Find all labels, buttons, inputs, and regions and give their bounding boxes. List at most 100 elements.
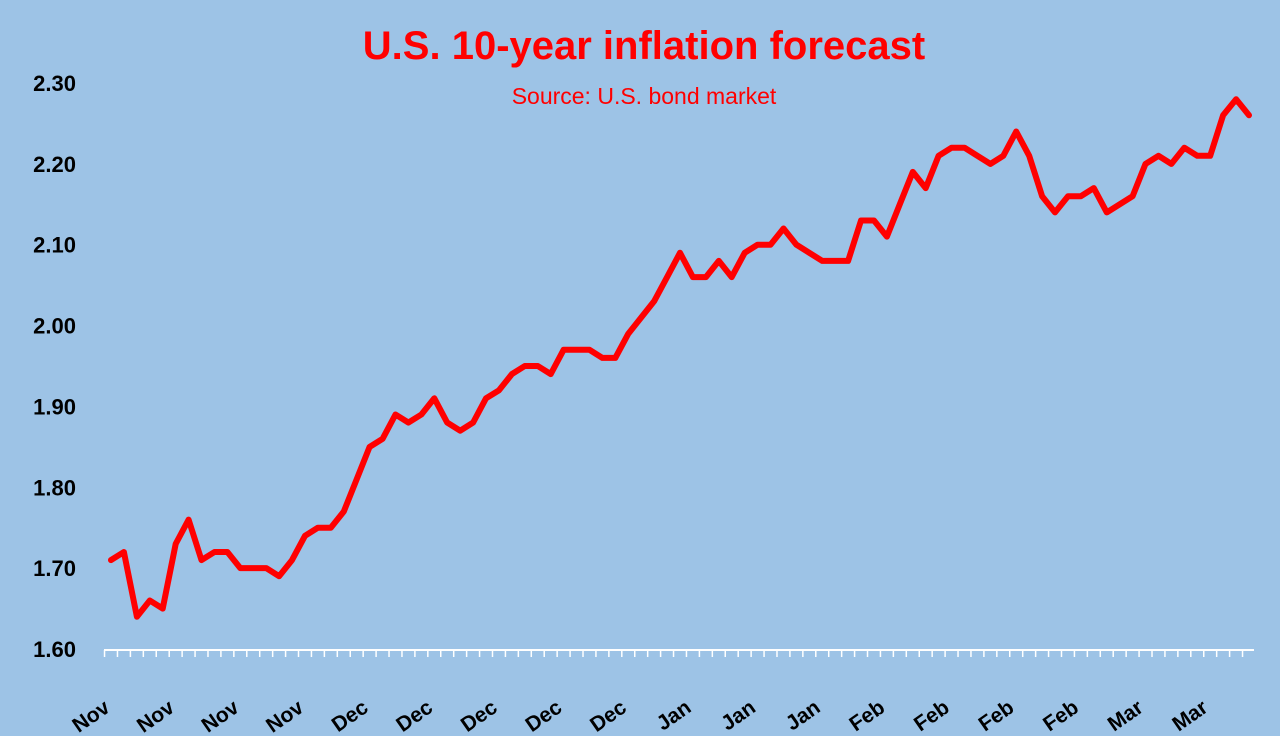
data-point xyxy=(237,565,243,571)
data-point xyxy=(134,614,140,620)
data-point xyxy=(1194,153,1200,159)
data-point xyxy=(457,428,463,434)
data-point xyxy=(1117,201,1123,207)
data-point xyxy=(263,565,269,571)
x-tick-label: Feb xyxy=(975,696,1019,736)
x-tick-label: Feb xyxy=(845,696,889,736)
data-point xyxy=(1233,96,1239,102)
y-tick-label: 2.00 xyxy=(33,314,76,339)
data-point xyxy=(586,347,592,353)
data-point xyxy=(729,274,735,280)
data-point xyxy=(923,185,929,191)
data-point xyxy=(328,525,334,531)
data-point xyxy=(250,565,256,571)
data-point xyxy=(910,169,916,175)
x-tick-label: Dec xyxy=(392,696,437,736)
series-group xyxy=(108,96,1252,620)
data-point xyxy=(962,145,967,151)
data-point xyxy=(768,242,774,248)
x-tick-labels: Nov Nov Nov Nov Dec Dec Dec Dec Dec Jan Jan Jan Feb F… xyxy=(68,696,1212,736)
x-tick-label: Mar xyxy=(1168,696,1212,736)
x-tick-label: Jan xyxy=(782,696,825,736)
data-point xyxy=(677,250,683,256)
data-point xyxy=(599,355,605,361)
data-point xyxy=(173,541,179,547)
x-tick-label: Dec xyxy=(328,696,373,736)
y-tick-label: 1.80 xyxy=(33,475,76,500)
data-point xyxy=(470,420,476,426)
data-point xyxy=(418,412,424,418)
data-point xyxy=(380,436,386,442)
data-point xyxy=(535,363,541,369)
data-point xyxy=(987,161,993,167)
x-tick-label: Nov xyxy=(68,696,114,736)
data-point xyxy=(1078,193,1084,199)
data-point xyxy=(1013,129,1019,135)
data-point xyxy=(315,525,321,531)
y-tick-label: 2.30 xyxy=(33,71,76,96)
data-point xyxy=(561,347,567,353)
data-point xyxy=(845,258,851,264)
data-point xyxy=(147,597,153,603)
series-line xyxy=(108,96,1252,620)
data-point xyxy=(1104,209,1110,215)
x-tick-label: Nov xyxy=(262,696,308,736)
data-point xyxy=(1168,161,1174,167)
data-point xyxy=(1220,112,1226,118)
x-tick-label: Nov xyxy=(133,696,179,736)
data-point xyxy=(858,217,864,223)
data-point xyxy=(1181,145,1187,151)
data-point xyxy=(211,549,217,555)
data-point xyxy=(1155,153,1161,159)
data-point xyxy=(625,331,631,337)
y-tick-label: 2.10 xyxy=(33,233,76,258)
data-point xyxy=(690,274,696,280)
data-point xyxy=(884,234,890,240)
data-point xyxy=(1039,193,1045,199)
data-point xyxy=(1207,153,1213,159)
data-point xyxy=(548,371,554,377)
data-point xyxy=(1143,161,1149,167)
data-point xyxy=(160,606,166,612)
data-point xyxy=(638,314,644,320)
data-point xyxy=(1026,153,1032,159)
y-axis: 1.60 1.70 1.80 1.90 2.00 2.10 2.20 2.30 xyxy=(33,71,76,662)
y-tick-label: 1.60 xyxy=(33,637,76,662)
data-point xyxy=(793,242,799,248)
data-point xyxy=(1065,193,1071,199)
data-point xyxy=(651,298,657,304)
data-point xyxy=(393,412,398,418)
data-point xyxy=(1000,153,1006,159)
data-point xyxy=(289,557,295,563)
data-point xyxy=(871,217,877,223)
x-tick-label: Dec xyxy=(457,696,502,736)
x-tick-label: Jan xyxy=(717,696,760,736)
data-point xyxy=(936,153,942,159)
data-point xyxy=(806,250,812,256)
data-point xyxy=(367,444,373,450)
x-tick-label: Jan xyxy=(653,696,696,736)
x-axis xyxy=(103,649,1254,657)
data-point xyxy=(509,371,515,377)
data-point xyxy=(1246,112,1252,118)
data-point xyxy=(405,420,411,426)
data-point xyxy=(199,557,205,563)
data-point xyxy=(612,355,618,361)
data-point xyxy=(1091,185,1097,191)
data-point xyxy=(949,145,955,151)
data-point xyxy=(108,557,114,563)
data-point xyxy=(755,242,761,248)
data-point xyxy=(224,549,230,555)
y-tick-label: 1.90 xyxy=(33,394,76,419)
data-point xyxy=(780,226,786,232)
data-point xyxy=(186,517,192,523)
data-point xyxy=(483,395,489,401)
chart-subtitle: Source: U.S. bond market xyxy=(511,83,777,109)
data-point xyxy=(1052,209,1058,215)
chart-title: U.S. 10-year inflation forecast xyxy=(362,24,926,68)
x-tick-label: Feb xyxy=(1039,696,1083,736)
data-point xyxy=(341,509,347,515)
data-point xyxy=(1130,193,1136,199)
data-point xyxy=(819,258,825,264)
